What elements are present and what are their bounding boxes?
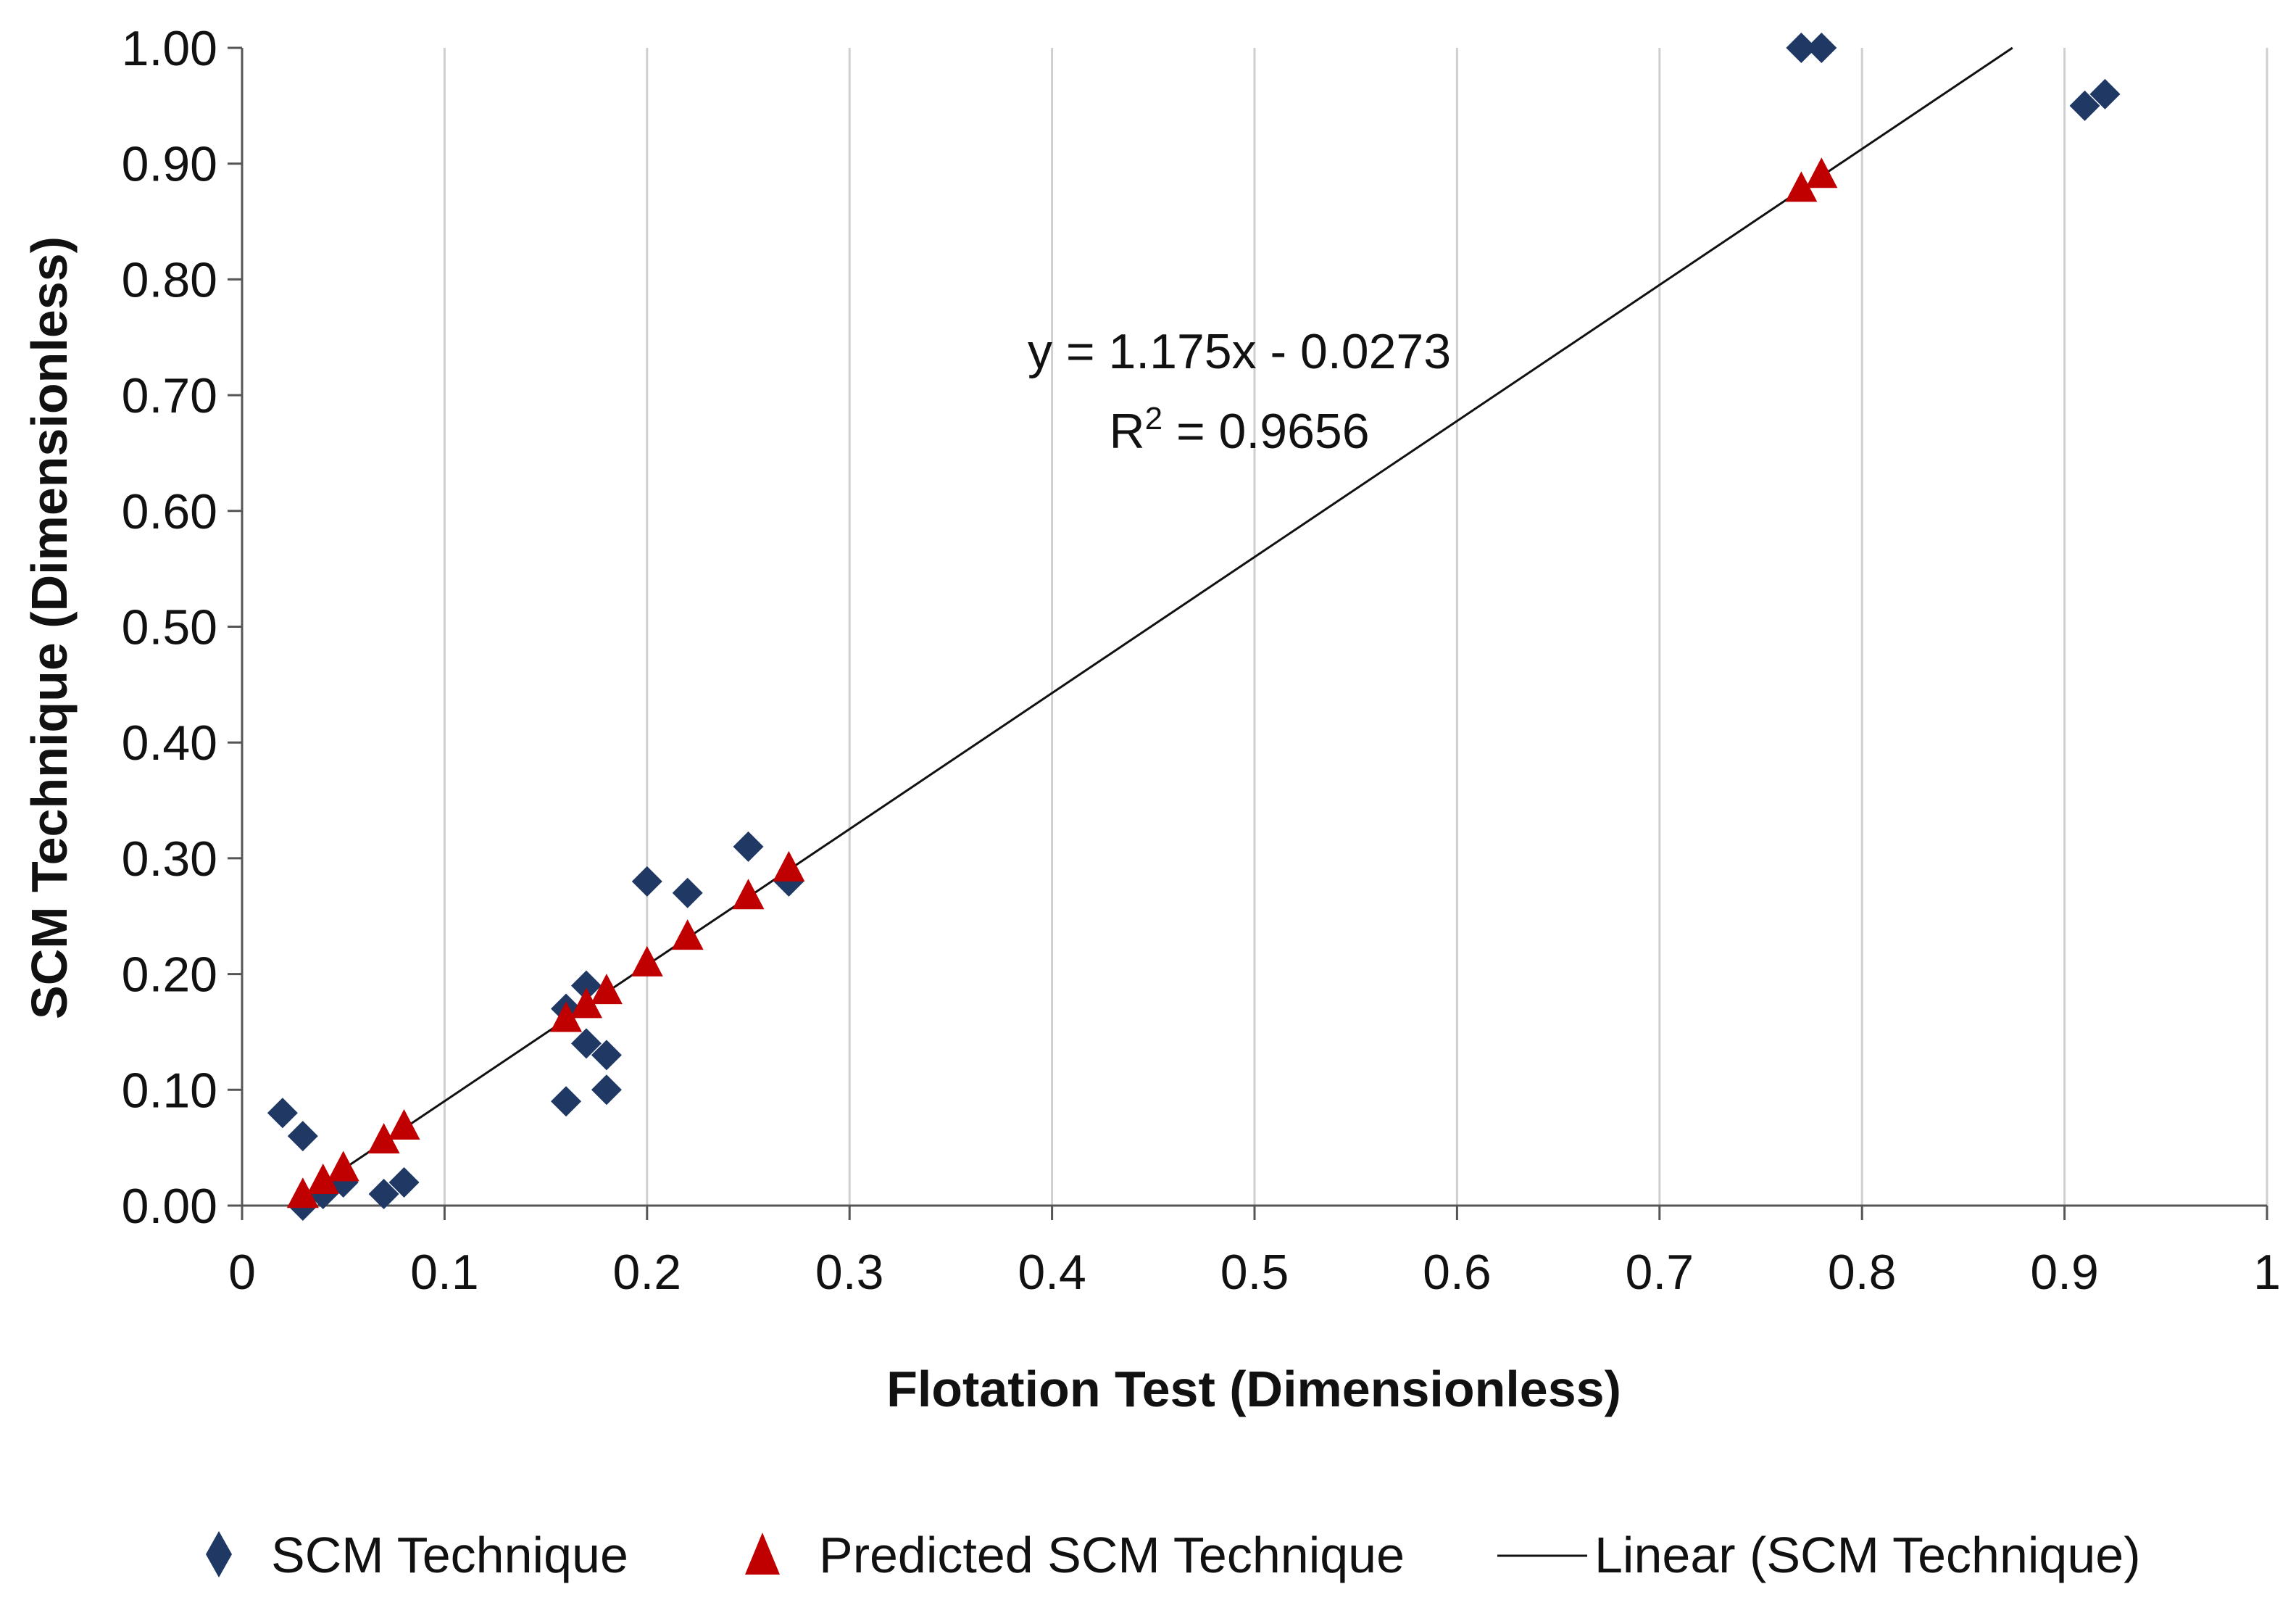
y-tick-label: 0.10 bbox=[122, 1063, 217, 1118]
x-tick-label: 0.2 bbox=[613, 1245, 682, 1300]
predicted-scm-point bbox=[286, 1177, 319, 1208]
x-tick-label: 1 bbox=[2253, 1245, 2281, 1300]
scm-technique-point bbox=[388, 1167, 420, 1198]
x-tick-label: 0.5 bbox=[1220, 1245, 1289, 1300]
scm-technique-point bbox=[1806, 33, 1837, 63]
legend: SCM Technique Predicted SCM Technique Li… bbox=[206, 1527, 2141, 1583]
scm-technique-point bbox=[287, 1121, 318, 1152]
y-tick-label: 0.50 bbox=[122, 600, 217, 655]
predicted-scm-point bbox=[570, 987, 602, 1019]
trendline-equation: y = 1.175x - 0.0273 bbox=[1028, 324, 1451, 379]
legend-triangle-marker bbox=[745, 1533, 780, 1575]
y-tick-label: 0.20 bbox=[122, 948, 217, 1003]
scm-technique-point bbox=[267, 1098, 298, 1129]
r-squared-exponent: 2 bbox=[1145, 401, 1162, 436]
x-tick-label: 0.7 bbox=[1626, 1245, 1694, 1300]
x-tick-label: 0.3 bbox=[815, 1245, 884, 1300]
y-axis-title: SCM Technique (Dimensionless) bbox=[21, 236, 78, 1019]
scm-technique-point bbox=[570, 1028, 602, 1059]
x-tick-label: 0.1 bbox=[410, 1245, 479, 1300]
x-tick-label: 0 bbox=[228, 1245, 256, 1300]
legend-diamond-marker bbox=[206, 1531, 232, 1577]
legend-item-predicted-scm-technique: Predicted SCM Technique bbox=[745, 1527, 1405, 1583]
scm-technique-point bbox=[2089, 78, 2121, 109]
trendline-layer bbox=[288, 46, 2013, 1207]
r-squared-prefix: R bbox=[1109, 404, 1144, 459]
scm-technique-point bbox=[368, 1179, 399, 1210]
axes: 0 0.1 0.2 0.3 0.4 0.5 0.6 0.7 0.8 0.9 1 0.00 0.10 0.2… bbox=[122, 21, 2281, 1300]
predicted-scm-point bbox=[590, 974, 623, 1005]
predicted-scm-point bbox=[773, 850, 805, 882]
scm-technique-point bbox=[672, 877, 703, 908]
legend-label-scm-technique: SCM Technique bbox=[271, 1527, 628, 1583]
legend-item-linear-trendline: Linear (SCM Technique) bbox=[1497, 1527, 2141, 1583]
predicted-scm-point bbox=[671, 919, 704, 950]
predicted-scm-point bbox=[327, 1150, 359, 1182]
y-tick-label: 0.90 bbox=[122, 137, 217, 192]
scm-technique-point bbox=[591, 1074, 622, 1106]
r-squared-value: = 0.9656 bbox=[1162, 404, 1369, 459]
x-tick-label: 0.4 bbox=[1018, 1245, 1086, 1300]
scm-technique-point bbox=[631, 866, 662, 897]
scm-technique-point bbox=[551, 1086, 582, 1117]
x-tick-label: 0.9 bbox=[2030, 1245, 2099, 1300]
x-tick-label: 0.8 bbox=[1828, 1245, 1897, 1300]
y-tick-label: 0.00 bbox=[122, 1179, 217, 1234]
predicted-scm-point bbox=[1785, 171, 1818, 202]
y-tick-label: 0.70 bbox=[122, 368, 217, 423]
y-tick-label: 1.00 bbox=[122, 21, 217, 76]
predicted-scm-point bbox=[388, 1109, 420, 1140]
gridlines bbox=[443, 48, 2268, 1206]
legend-label-linear-trendline: Linear (SCM Technique) bbox=[1594, 1527, 2141, 1583]
y-tick-label: 0.40 bbox=[122, 716, 217, 771]
scm-technique-point bbox=[591, 1040, 622, 1071]
legend-item-scm-technique: SCM Technique bbox=[206, 1527, 628, 1583]
scm-technique-point bbox=[2069, 90, 2100, 121]
y-tick-label: 0.30 bbox=[122, 832, 217, 887]
scm-technique-point bbox=[570, 970, 602, 1001]
y-tick-label: 0.80 bbox=[122, 252, 217, 307]
predicted-scm-point bbox=[631, 945, 663, 976]
predicted-scm-point bbox=[367, 1123, 400, 1154]
predicted-scm-point bbox=[1805, 157, 1838, 188]
legend-label-predicted-scm-technique: Predicted SCM Technique bbox=[819, 1527, 1405, 1583]
predicted-scm-point bbox=[550, 1001, 583, 1032]
predicted-scm-point bbox=[307, 1164, 339, 1195]
x-axis-title: Flotation Test (Dimensionless) bbox=[886, 1361, 1621, 1417]
r-squared-label: R2 = 0.9656 bbox=[1109, 401, 1369, 459]
trendline bbox=[288, 46, 2013, 1207]
y-tick-label: 0.60 bbox=[122, 484, 217, 539]
x-tick-label: 0.6 bbox=[1423, 1245, 1492, 1300]
scm-technique-point bbox=[733, 831, 764, 862]
series-layer bbox=[267, 33, 2121, 1221]
predicted-scm-point bbox=[732, 879, 765, 910]
scm-technique-point bbox=[1786, 33, 1817, 63]
